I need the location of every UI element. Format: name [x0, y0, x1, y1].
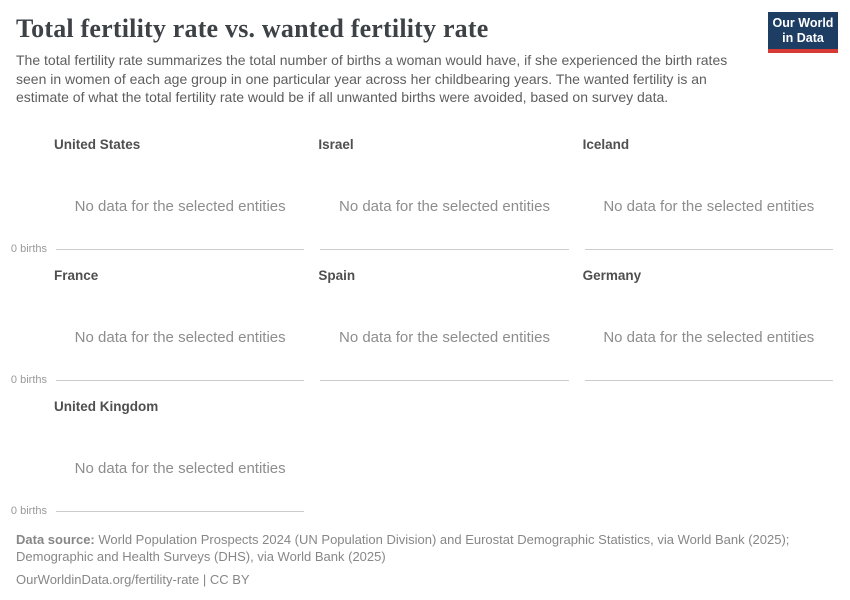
data-source-text: World Population Prospects 2024 (UN Popu… — [16, 532, 790, 564]
owid-logo-line2: in Data — [782, 30, 824, 45]
no-data-message: No data for the selected entities — [74, 329, 286, 346]
owid-logo: Our World in Data — [768, 12, 838, 53]
facet-title: United Kingdom — [54, 399, 159, 414]
no-data-message: No data for the selected entities — [603, 329, 815, 346]
chart-footer: Data source: World Population Prospects … — [16, 532, 804, 589]
chart-subtitle: The total fertility rate summarizes the … — [16, 52, 728, 105]
no-data-message: No data for the selected entities — [339, 329, 550, 346]
no-data-message: No data for the selected entities — [74, 198, 286, 215]
facet-title: Israel — [318, 137, 354, 152]
y-axis-tick-label: 0 births — [10, 505, 47, 517]
no-data-message: No data for the selected entities — [339, 198, 550, 215]
data-source-line: Data source: World Population Prospects … — [16, 532, 804, 565]
y-axis-tick-label: 0 births — [10, 243, 47, 255]
data-source-label: Data source: — [16, 532, 95, 547]
owid-logo-line1: Our World — [772, 15, 834, 30]
facet-panel: United Kingdom No data for the selected … — [11, 394, 305, 517]
facet-grid: United States No data for the selected e… — [11, 132, 833, 517]
facet-title: France — [54, 268, 99, 283]
facet-panel: Iceland No data for the selected entitie… — [582, 132, 833, 250]
page-title: Total fertility rate vs. wanted fertilit… — [16, 14, 489, 43]
facet-panel: Spain No data for the selected entities — [318, 263, 569, 381]
no-data-message: No data for the selected entities — [603, 198, 815, 215]
facet-panel: United States No data for the selected e… — [11, 132, 305, 255]
facet-title: Spain — [318, 268, 356, 283]
facet-title: Germany — [582, 268, 642, 283]
facet-title: United States — [54, 137, 141, 152]
license-line: OurWorldinData.org/fertility-rate | CC B… — [16, 572, 250, 587]
y-axis-tick-label: 0 births — [10, 374, 47, 386]
facet-title: Iceland — [582, 137, 630, 152]
facet-panel: France No data for the selected entities… — [11, 263, 305, 386]
facet-panel: Germany No data for the selected entitie… — [582, 263, 833, 381]
facet-panel: Israel No data for the selected entities — [318, 132, 569, 250]
no-data-message: No data for the selected entities — [74, 460, 286, 477]
